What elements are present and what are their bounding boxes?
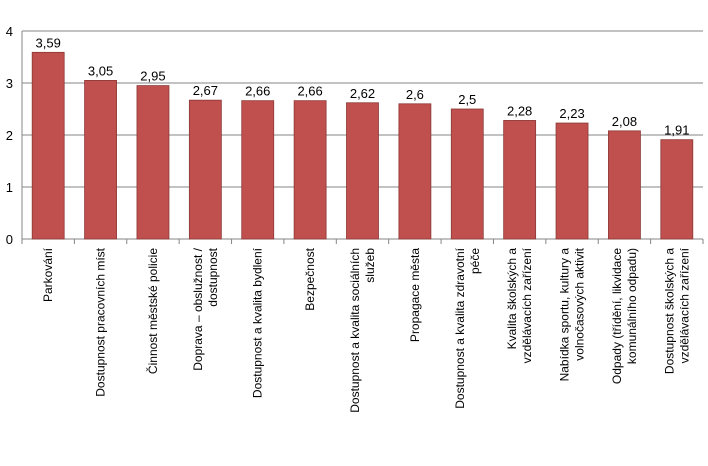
category-label-line: Odpady (třídění, likvidace	[610, 248, 624, 384]
data-label: 2,67	[193, 83, 218, 98]
category-label-line: dostupnost	[206, 247, 220, 306]
bar	[241, 100, 275, 240]
category-label-line: Kvalita školských a	[505, 248, 519, 350]
category-label: Dostupnost a kvalita sociálních služeb	[348, 248, 377, 413]
bar	[84, 80, 117, 240]
category-label-line: Činnost městské policie	[145, 248, 160, 374]
data-label: 2,08	[612, 114, 637, 129]
category-label-line: Dostupnost a kvalita bydlení	[251, 247, 265, 398]
y-tick-label: 0	[6, 232, 13, 247]
category-label: Dostupnost a kvalita bydlení	[251, 247, 265, 398]
data-label: 2,6	[406, 87, 424, 102]
category-label-line: Doprava – obslužnost /	[191, 247, 205, 370]
category-label-line: Propagace města	[408, 248, 422, 342]
data-label: 2,62	[350, 86, 375, 101]
category-label: Nabídka sportu, kultury a volnočasových a…	[558, 247, 587, 381]
category-label: Dostupnost pracovních míst	[94, 247, 108, 396]
data-label: 1,91	[664, 123, 689, 138]
data-label: 2,28	[507, 103, 532, 118]
category-label-line: vzdělávacích zařízení	[677, 247, 691, 363]
category-label: Dostupnost a kvalita zdravotní péče	[453, 247, 482, 408]
data-label: 2,66	[297, 84, 322, 99]
category-label-line: Bezpečnost	[303, 247, 317, 310]
bar	[293, 100, 327, 240]
bar	[608, 130, 641, 240]
data-label: 3,59	[36, 35, 61, 50]
bar	[346, 102, 379, 240]
bar	[555, 122, 589, 240]
bar	[503, 120, 537, 240]
category-label-line: Dostupnost pracovních míst	[94, 247, 108, 396]
category-label-line: Dostupnost a kvalita zdravotní	[453, 247, 467, 408]
category-label-line: služeb	[363, 248, 377, 283]
y-tick-label: 4	[6, 24, 13, 39]
category-label-line: komunálního odpadu)	[625, 248, 639, 364]
bar	[188, 99, 222, 240]
category-label-line: volnočasových aktivit	[573, 247, 587, 360]
category-label: Dostupnost školských a vzdělávacích zaříz…	[662, 247, 691, 374]
bar	[31, 51, 65, 240]
data-label: 2,66	[245, 84, 270, 99]
category-label-line: Nabídka sportu, kultury a	[558, 248, 572, 382]
category-label: Propagace města	[408, 248, 422, 342]
bar	[660, 139, 694, 240]
y-tick-label: 1	[6, 180, 13, 195]
bar	[450, 108, 484, 240]
bar	[398, 103, 432, 240]
category-label-line: péče	[468, 248, 482, 274]
category-label-line: vzdělávacích zařízení	[520, 247, 534, 363]
category-label-line: Dostupnost a kvalita sociálních	[348, 248, 362, 413]
category-label-line: Parkování	[41, 247, 55, 302]
data-label: 2,95	[140, 69, 165, 84]
data-label: 2,23	[559, 106, 584, 121]
category-label: Bezpečnost	[303, 247, 317, 310]
category-label: Kvalita školských a vzdělávacích zařízení	[505, 247, 534, 363]
data-label: 3,05	[88, 63, 113, 78]
y-tick-label: 3	[6, 76, 13, 91]
category-label: Odpady (třídění, likvidace komunálního od…	[610, 248, 639, 384]
data-label: 2,5	[458, 92, 476, 107]
category-label-line: Dostupnost školských a	[662, 248, 676, 374]
category-label: Činnost městské policie	[145, 248, 160, 374]
category-label: Doprava – obslužnost / dostupnost	[191, 247, 220, 370]
category-label: Parkování	[41, 247, 55, 302]
y-tick-label: 2	[6, 128, 13, 143]
bar	[136, 85, 170, 240]
